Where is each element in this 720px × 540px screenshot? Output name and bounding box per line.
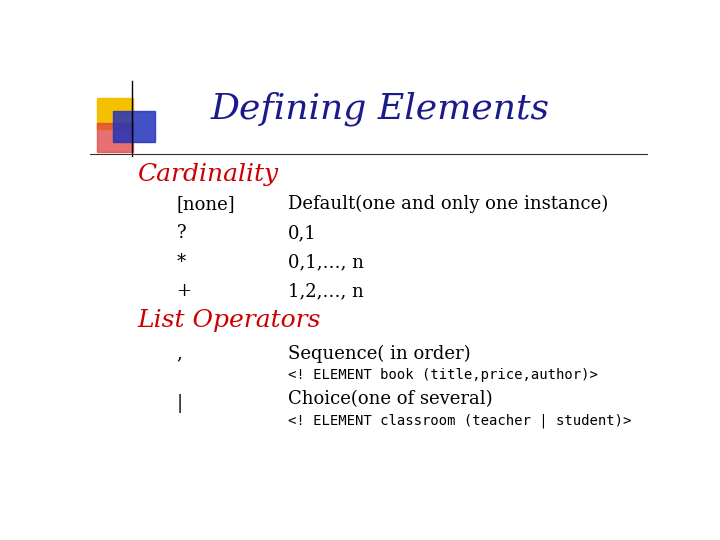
Text: 0,1,…, n: 0,1,…, n xyxy=(288,253,364,271)
Text: Default(one and only one instance): Default(one and only one instance) xyxy=(288,195,608,213)
Text: |: | xyxy=(176,394,183,413)
Text: <! ELEMENT book (title,price,author)>: <! ELEMENT book (title,price,author)> xyxy=(288,368,598,382)
Text: [none]: [none] xyxy=(176,195,235,213)
FancyBboxPatch shape xyxy=(114,111,156,141)
Text: Sequence( in order): Sequence( in order) xyxy=(288,345,471,363)
Text: List Operators: List Operators xyxy=(138,309,321,332)
Text: +: + xyxy=(176,282,192,300)
Text: 1,2,…, n: 1,2,…, n xyxy=(288,282,364,300)
Text: 0,1: 0,1 xyxy=(288,224,317,242)
Text: *: * xyxy=(176,253,186,271)
Text: ,: , xyxy=(176,345,182,363)
Text: Defining Elements: Defining Elements xyxy=(211,91,549,126)
FancyBboxPatch shape xyxy=(96,123,133,152)
Text: <! ELEMENT classroom (teacher | student)>: <! ELEMENT classroom (teacher | student)… xyxy=(288,413,631,428)
FancyBboxPatch shape xyxy=(96,98,133,129)
Text: Choice(one of several): Choice(one of several) xyxy=(288,390,492,409)
Text: Cardinality: Cardinality xyxy=(138,164,279,186)
Text: ?: ? xyxy=(176,224,186,242)
